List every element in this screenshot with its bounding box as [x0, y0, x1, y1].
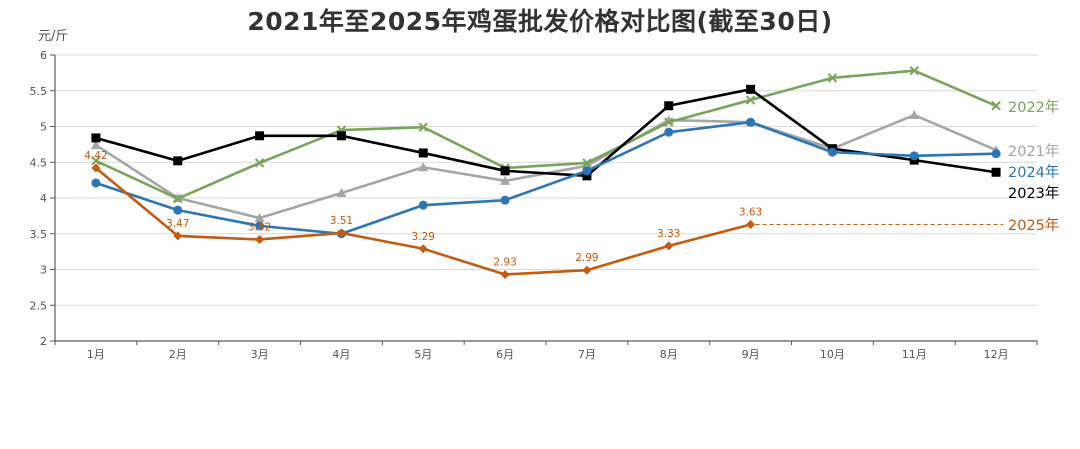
circle-marker	[255, 221, 265, 231]
series-line	[95, 120, 997, 236]
square-marker	[746, 84, 756, 94]
x-tick-label: 11月	[902, 348, 927, 361]
series-end-label: 2021年	[1008, 143, 1059, 160]
x-tick-label: 2月	[169, 348, 187, 361]
y-tick-label: 4.5	[30, 156, 48, 169]
y-tick-label: 5	[40, 121, 47, 134]
data-label: 3.29	[412, 231, 435, 243]
series-end-label: 2025年	[1008, 217, 1059, 234]
circle-marker	[827, 147, 837, 157]
diamond-marker	[500, 270, 510, 280]
data-label: 2.99	[575, 252, 598, 264]
square-marker	[664, 101, 674, 111]
triangle-marker	[336, 187, 347, 197]
diamond-marker	[336, 228, 346, 238]
square-marker	[500, 166, 510, 176]
data-label: 2.93	[493, 257, 516, 269]
x-marker	[418, 122, 428, 132]
circle-marker	[664, 127, 674, 137]
x-marker	[909, 66, 919, 76]
x-tick-label: 6月	[496, 348, 514, 361]
square-marker	[582, 171, 592, 181]
square-marker	[418, 148, 428, 158]
data-label: 3.33	[657, 228, 680, 240]
data-label: 3.51	[330, 215, 353, 227]
data-label: 4.42	[84, 150, 107, 162]
x-marker	[745, 95, 756, 105]
triangle-marker	[254, 213, 265, 223]
y-tick-label: 6	[40, 49, 47, 62]
diamond-marker	[746, 219, 756, 229]
x-tick-label: 7月	[578, 348, 596, 361]
series-line	[95, 69, 997, 201]
data-label: 3.42	[248, 221, 271, 233]
triangle-marker	[90, 140, 101, 150]
x-tick-label: 4月	[332, 348, 350, 361]
circle-marker	[909, 151, 919, 161]
series-end-label: 2024年	[1008, 164, 1059, 181]
x-tick-label: 5月	[414, 348, 432, 361]
data-label: 3.47	[166, 218, 189, 230]
square-marker	[173, 156, 183, 166]
x-tick-label: 1月	[87, 348, 105, 361]
triangle-marker	[418, 162, 429, 172]
diamond-marker	[173, 231, 183, 241]
square-marker	[991, 167, 1001, 177]
x-marker	[827, 73, 838, 83]
x-tick-label: 9月	[742, 348, 760, 361]
circle-marker	[746, 117, 756, 127]
circle-marker	[991, 149, 1001, 159]
triangle-marker	[909, 110, 920, 120]
y-tick-label: 4	[40, 192, 47, 205]
x-tick-label: 10月	[820, 348, 845, 361]
square-marker	[91, 133, 101, 143]
diamond-marker	[91, 163, 101, 173]
y-axis-unit-label: 元/斤	[38, 29, 69, 44]
circle-marker	[173, 205, 183, 215]
diamond-marker	[664, 241, 674, 251]
circle-marker	[418, 200, 428, 210]
series-line	[95, 166, 751, 276]
square-marker	[255, 131, 265, 141]
square-marker	[336, 131, 346, 141]
diamond-marker	[582, 265, 592, 275]
x-marker	[91, 156, 101, 166]
y-tick-label: 5.5	[30, 85, 48, 98]
diamond-marker	[418, 244, 428, 254]
chart-title: 2021年至2025年鸡蛋批发价格对比图(截至30日)	[247, 7, 833, 36]
x-tick-label: 3月	[251, 348, 269, 361]
y-tick-label: 3	[40, 264, 47, 277]
circle-marker	[582, 166, 592, 176]
circle-marker	[91, 178, 101, 188]
y-tick-label: 2.5	[30, 299, 48, 312]
x-marker	[991, 101, 1001, 111]
x-tick-label: 8月	[660, 348, 678, 361]
x-tick-label: 12月	[984, 348, 1009, 361]
data-label: 3.63	[739, 206, 762, 218]
x-marker	[173, 194, 183, 204]
circle-marker	[500, 195, 510, 205]
x-marker	[664, 117, 674, 127]
diamond-marker	[255, 234, 265, 244]
y-tick-label: 2	[40, 335, 47, 348]
y-tick-label: 3.5	[30, 228, 48, 241]
x-marker	[254, 158, 265, 168]
series-line	[95, 88, 997, 178]
series-end-label: 2023年	[1008, 185, 1059, 202]
series-end-label: 2022年	[1008, 99, 1059, 116]
x-marker	[582, 158, 592, 168]
triangle-marker	[500, 175, 511, 185]
